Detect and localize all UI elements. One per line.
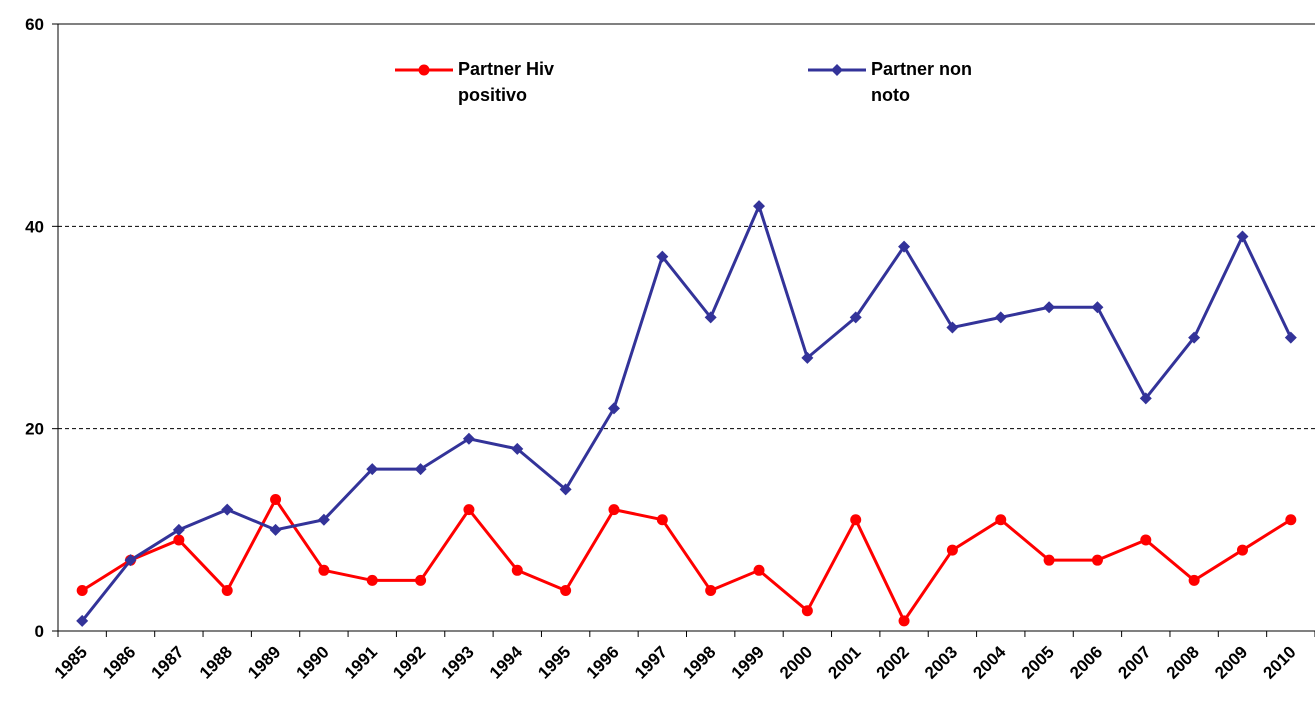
x-tick-label: 2003: [921, 642, 961, 682]
point: [463, 504, 475, 516]
x-tick-label: 1994: [486, 642, 527, 683]
x-tick-label: 1986: [99, 642, 139, 682]
point: [221, 503, 234, 516]
point: [946, 544, 958, 556]
x-tick-label: 2006: [1066, 642, 1106, 682]
point: [415, 574, 427, 586]
point: [1284, 331, 1297, 344]
point: [850, 514, 862, 526]
point: [946, 321, 959, 334]
point: [511, 442, 524, 455]
point: [1139, 392, 1152, 405]
point: [418, 64, 430, 76]
point: [1236, 544, 1248, 556]
series-line: [81, 496, 1292, 624]
point: [366, 574, 378, 586]
x-tick-label: 2007: [1114, 642, 1154, 682]
x-tick-label: 2009: [1211, 642, 1251, 682]
point: [608, 504, 620, 516]
point: [172, 523, 185, 536]
point: [221, 585, 233, 597]
point: [559, 483, 572, 496]
point: [1091, 554, 1103, 566]
point: [76, 585, 88, 597]
x-tick-label: 1996: [583, 642, 623, 682]
point: [704, 311, 717, 324]
x-tick-label: 2001: [824, 642, 864, 682]
x-tick-label: 1989: [244, 642, 284, 682]
x-tick-label: 1988: [196, 642, 236, 682]
point: [318, 564, 330, 576]
point: [269, 523, 282, 536]
y-tick-label: 40: [25, 217, 44, 236]
point: [995, 514, 1007, 526]
point: [705, 585, 717, 597]
point: [1236, 230, 1249, 243]
point: [1140, 534, 1152, 546]
x-tick-label: 2004: [969, 642, 1010, 683]
point: [994, 311, 1007, 324]
point: [124, 554, 137, 567]
point: [366, 463, 379, 476]
x-tick-label: 1993: [438, 642, 478, 682]
point: [560, 585, 572, 597]
series-line: [80, 201, 1293, 622]
y-tick-label: 60: [25, 15, 44, 34]
x-tick-label: 1991: [341, 642, 381, 682]
point: [607, 402, 620, 415]
point: [1188, 331, 1201, 344]
x-tick-label: 2005: [1018, 642, 1058, 682]
point: [656, 250, 669, 263]
point: [76, 614, 89, 627]
x-tick-label: 2008: [1163, 642, 1203, 682]
x-tick-label: 1992: [389, 642, 429, 682]
point: [656, 514, 668, 526]
point: [1285, 514, 1297, 526]
point: [511, 564, 523, 576]
point: [898, 240, 911, 253]
point: [753, 564, 765, 576]
point: [1091, 301, 1104, 314]
y-tick-label: 0: [35, 622, 44, 641]
point: [831, 64, 843, 76]
x-tick-label: 1998: [679, 642, 719, 682]
legend-label: Partner Hiv positivo: [458, 59, 555, 105]
point: [801, 605, 813, 617]
x-tick-label: 1995: [534, 642, 574, 682]
point: [753, 200, 766, 213]
y-tick-label: 20: [25, 420, 44, 439]
point: [173, 534, 185, 546]
x-tick-label: 2002: [873, 642, 913, 682]
x-tick-label: 1997: [631, 642, 671, 682]
point: [270, 493, 282, 505]
point: [1043, 301, 1056, 314]
x-tick-label: 1987: [148, 642, 188, 682]
point: [801, 351, 814, 364]
point: [1043, 554, 1055, 566]
legend-label: Partner non noto: [871, 59, 973, 105]
x-tick-label: 1985: [51, 642, 91, 682]
point: [898, 615, 910, 627]
point: [317, 513, 330, 526]
point: [849, 311, 862, 324]
x-tick-label: 1999: [728, 642, 768, 682]
point: [414, 463, 427, 476]
point: [1188, 574, 1200, 586]
x-tick-label: 2010: [1259, 642, 1299, 682]
x-tick-label: 1990: [293, 642, 333, 682]
x-tick-label: 2000: [776, 642, 816, 682]
point: [462, 432, 475, 445]
